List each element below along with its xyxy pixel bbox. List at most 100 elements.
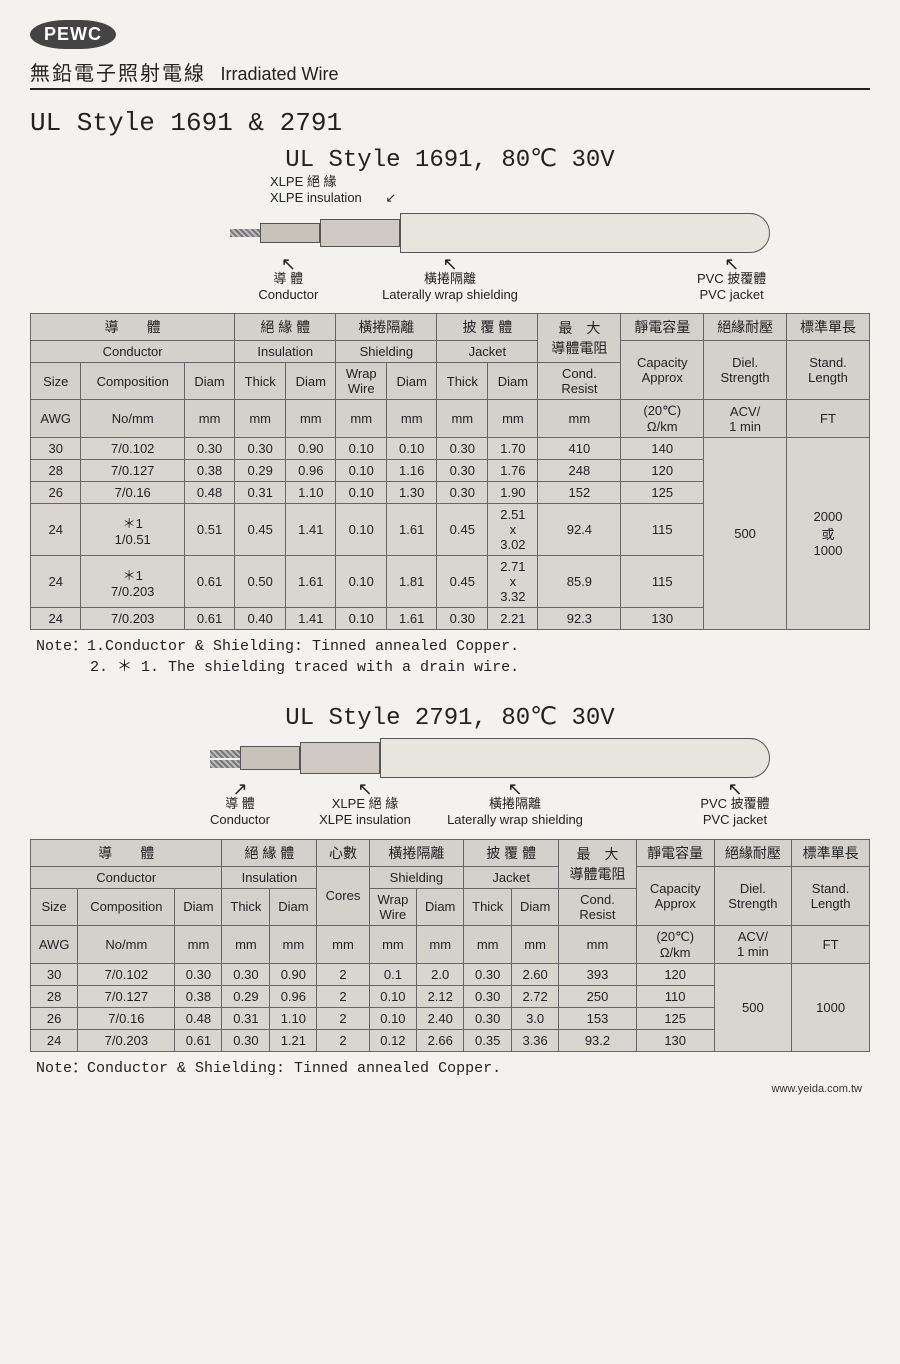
table-cell: 120 bbox=[621, 460, 704, 482]
table-cell: 0.61 bbox=[185, 556, 235, 608]
table-cell: 1.76 bbox=[488, 460, 538, 482]
h-ins-cn: 絕 緣 體 bbox=[235, 314, 336, 341]
table-cell: 7/0.16 bbox=[78, 1007, 175, 1029]
table-cell: 7/0.127 bbox=[78, 985, 175, 1007]
h2-thick2: Thick bbox=[464, 888, 512, 925]
h-len-en: Stand. Length bbox=[787, 341, 870, 400]
table-cell: 0.10 bbox=[336, 438, 387, 460]
table-cell: 92.4 bbox=[538, 504, 621, 556]
table-cell: 0.30 bbox=[175, 963, 222, 985]
table-cell: 0.90 bbox=[270, 963, 317, 985]
table-cell: 92.3 bbox=[538, 608, 621, 630]
table-cell: 26 bbox=[31, 1007, 78, 1029]
table-cell: 0.61 bbox=[175, 1029, 222, 1051]
h2-cr-cn: 最 大 導體電阻 bbox=[559, 839, 637, 888]
h2-diel-en: Diel. Strength bbox=[714, 866, 792, 925]
table-cell: 7/0.127 bbox=[81, 460, 185, 482]
header-en: Irradiated Wire bbox=[220, 64, 338, 84]
table-cell: 0.30 bbox=[464, 1007, 512, 1029]
table-cell: 2.21 bbox=[488, 608, 538, 630]
table-cell: 0.45 bbox=[235, 504, 286, 556]
sec1-wrap-en: Laterally wrap shielding bbox=[382, 287, 518, 302]
h-cr-cn: 最 大 導體電阻 bbox=[538, 314, 621, 363]
cable-insulation bbox=[260, 223, 320, 243]
u2-mm: mm bbox=[270, 925, 317, 963]
cable-insulation bbox=[240, 746, 300, 770]
cable-jacket bbox=[380, 738, 770, 778]
h2-len-en: Stand. Length bbox=[792, 866, 870, 925]
h2-diel-cn: 絕緣耐壓 bbox=[714, 839, 792, 866]
h-diam3: Diam bbox=[387, 363, 437, 400]
h-jkt-en: Jacket bbox=[437, 341, 538, 363]
h-shd-cn: 橫捲隔離 bbox=[336, 314, 437, 341]
h2-cores-cn: 心數 bbox=[317, 839, 369, 866]
table-cell: 0.30 bbox=[437, 482, 488, 504]
table-cell: 7/0.203 bbox=[78, 1029, 175, 1051]
table-cell: 3.0 bbox=[512, 1007, 559, 1029]
table-cell: 0.10 bbox=[369, 1007, 417, 1029]
h-thick2: Thick bbox=[437, 363, 488, 400]
table-cell: 0.10 bbox=[336, 482, 387, 504]
h-cr-en: Cond. Resist bbox=[538, 363, 621, 400]
table-cell: 93.2 bbox=[559, 1029, 637, 1051]
table-cell: 0.12 bbox=[369, 1029, 417, 1051]
table-cell: 28 bbox=[31, 460, 81, 482]
table-cell: 1.70 bbox=[488, 438, 538, 460]
u-mm: mm bbox=[286, 400, 336, 438]
table-cell: 152 bbox=[538, 482, 621, 504]
sec2-jacket-cn: PVC 披覆體 bbox=[700, 796, 769, 811]
table-cell: 1.90 bbox=[488, 482, 538, 504]
table-cell: 0.1 bbox=[369, 963, 417, 985]
h2-comp: Composition bbox=[78, 888, 175, 925]
sec2-jacket-en: PVC jacket bbox=[703, 812, 767, 827]
table-cell: 0.35 bbox=[464, 1029, 512, 1051]
table-cell: 153 bbox=[559, 1007, 637, 1029]
table-cell: 0.30 bbox=[235, 438, 286, 460]
u2-mm: mm bbox=[222, 925, 270, 963]
h2-cap-en: Capacity Approx bbox=[636, 866, 714, 925]
table-cell: 7/0.102 bbox=[78, 963, 175, 985]
h-diam: Diam bbox=[185, 363, 235, 400]
table-cell: 120 bbox=[636, 963, 714, 985]
sec2-wrap-en: Laterally wrap shielding bbox=[447, 812, 583, 827]
table-cell: 0.10 bbox=[336, 504, 387, 556]
u-mm: mm bbox=[437, 400, 488, 438]
table-cell: 0.31 bbox=[222, 1007, 270, 1029]
table-cell: 1.41 bbox=[286, 608, 336, 630]
h2-jkt-cn: 披 覆 體 bbox=[464, 839, 559, 866]
cable-conductor-tip bbox=[210, 750, 240, 758]
h2-ins-cn: 絕 緣 體 bbox=[222, 839, 317, 866]
h-cond-en: Conductor bbox=[31, 341, 235, 363]
table-cell: 1.61 bbox=[387, 504, 437, 556]
sec2-xlpe-cn: XLPE 絕 緣 bbox=[332, 796, 398, 811]
sec1-jacket-cn: PVC 披覆體 bbox=[697, 271, 766, 286]
table-cell: 2.71 x 3.32 bbox=[488, 556, 538, 608]
h2-diam: Diam bbox=[175, 888, 222, 925]
cable-conductor-tip bbox=[210, 760, 240, 768]
u2-awg: AWG bbox=[31, 925, 78, 963]
table-cell: 24 bbox=[31, 608, 81, 630]
table-cell: 3.36 bbox=[512, 1029, 559, 1051]
table-cell: 1.41 bbox=[286, 504, 336, 556]
h2-shd-cn: 橫捲隔離 bbox=[369, 839, 464, 866]
h-comp: Composition bbox=[81, 363, 185, 400]
header-bar: 無鉛電子照射電線 Irradiated Wire bbox=[30, 57, 870, 90]
h2-diam4: Diam bbox=[512, 888, 559, 925]
table-cell: 2.66 bbox=[417, 1029, 464, 1051]
table-cell: 2.0 bbox=[417, 963, 464, 985]
u-mm: mm bbox=[185, 400, 235, 438]
table-cell: 410 bbox=[538, 438, 621, 460]
table-cell: 0.29 bbox=[235, 460, 286, 482]
u2-mm: mm bbox=[464, 925, 512, 963]
diel-cell: 500 bbox=[714, 963, 792, 1051]
h-ins-en: Insulation bbox=[235, 341, 336, 363]
h2-diam3: Diam bbox=[417, 888, 464, 925]
h-shd-en: Shielding bbox=[336, 341, 437, 363]
table-cell: 0.10 bbox=[336, 556, 387, 608]
diel-cell: 500 bbox=[704, 438, 787, 630]
table-cell: 0.30 bbox=[437, 608, 488, 630]
table-cell: 0.90 bbox=[286, 438, 336, 460]
arrow-up-icon: ↗ bbox=[180, 782, 300, 796]
table-cell: 0.40 bbox=[235, 608, 286, 630]
table-cell: 2.72 bbox=[512, 985, 559, 1007]
